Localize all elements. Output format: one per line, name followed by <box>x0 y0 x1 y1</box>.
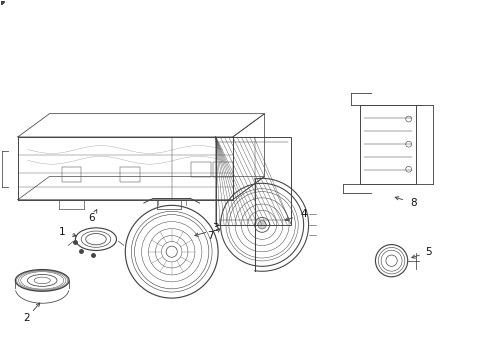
Circle shape <box>0 0 4 5</box>
Circle shape <box>0 0 4 5</box>
Bar <box>121 167 140 182</box>
Text: 4: 4 <box>300 209 307 219</box>
Text: 2: 2 <box>23 313 29 323</box>
Text: 8: 8 <box>410 198 417 208</box>
Bar <box>213 162 233 176</box>
Text: 6: 6 <box>88 213 95 222</box>
Text: 3: 3 <box>212 224 219 233</box>
Bar <box>360 105 416 184</box>
Circle shape <box>258 221 266 229</box>
Text: 1: 1 <box>58 227 65 237</box>
Text: 5: 5 <box>425 247 432 257</box>
Bar <box>216 137 292 225</box>
Circle shape <box>0 0 4 5</box>
Text: 7: 7 <box>207 231 214 240</box>
Bar <box>191 162 211 176</box>
Bar <box>62 167 81 182</box>
